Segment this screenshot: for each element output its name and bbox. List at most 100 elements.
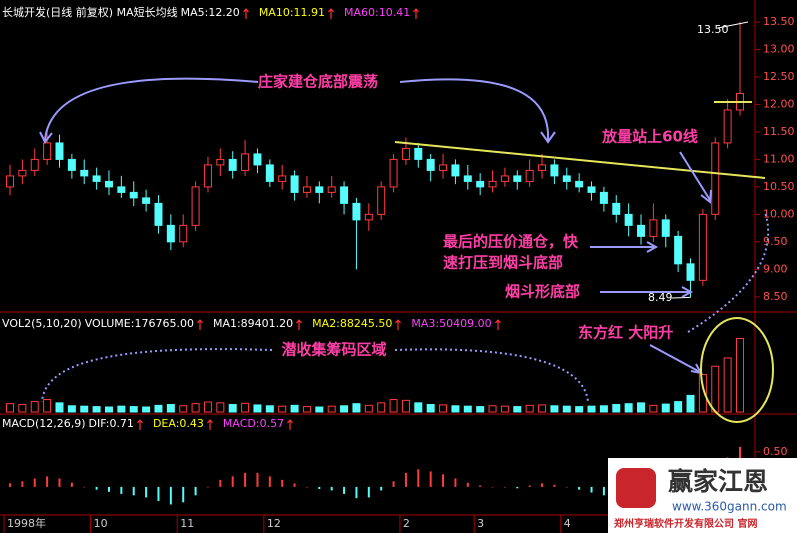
price-header: 长城开发(日线 前复权) MA短长均线 MA5:12.20 MA10:11.91 MA… [2,4,429,20]
bar [241,402,250,413]
up-arrow [136,418,143,430]
bar [476,406,485,413]
indicator: MA60:10.41 [344,6,411,19]
pointer [717,21,749,29]
candle-body [637,224,646,237]
bar [578,486,581,490]
up-arrow [196,318,203,330]
bar [157,486,160,501]
annotation-arrow [649,344,701,373]
x-tick-label: 3 [477,517,484,530]
annotation-arrow [394,348,589,403]
candle-body [179,224,188,243]
indicator: MA3:50409.00 [411,317,492,330]
up-arrow [287,418,294,430]
candle-body [364,213,373,221]
candle-body [55,142,64,160]
bar [553,484,556,487]
bar [95,486,98,490]
bar [318,486,321,490]
bar [550,405,559,413]
up-arrow [328,7,334,19]
annotation-arrow [39,131,53,144]
bar [377,402,386,413]
x-tick-label: 12 [267,517,281,530]
bar [330,486,333,491]
bar [290,404,299,413]
bar [401,399,410,413]
bar [46,476,49,487]
bar [142,406,151,413]
bar [244,472,247,487]
candle-body [711,142,720,215]
candle-body [612,202,621,215]
candle-body [203,164,212,188]
bar [228,404,237,413]
pointer [671,296,691,299]
candle-body [562,175,571,182]
bar [117,405,126,413]
bar [380,486,383,491]
bar [203,401,212,413]
bar [70,482,73,487]
y-tick-label: 12.50 [763,70,795,83]
candle-body [352,202,361,221]
annotation: 放量站上60线 [601,128,698,146]
candle-body [649,219,658,237]
annotation: 庄家建仓底部震荡 [258,73,378,91]
price-label: 8.49 [648,291,673,304]
bar [206,486,209,488]
candle-body [661,219,670,237]
indicator: MA10:11.91 [258,6,326,19]
bar [414,402,423,413]
bar [392,481,395,487]
bar [602,486,605,496]
bar [154,404,163,413]
indicator: MA5:12.20 [180,6,240,19]
candle-body [290,175,299,193]
bar [513,406,522,413]
candle-body [451,164,460,177]
bar [389,399,398,413]
bar [723,357,732,413]
bar [43,399,52,413]
bar [104,406,113,413]
candle-body [488,180,497,188]
bar [503,486,506,488]
annotation-arrow [399,78,550,141]
bar [404,472,407,487]
candle-body [228,158,237,171]
candle-body [587,186,596,193]
logo-url: www.360gann.com [672,500,787,514]
y-tick-label: 13.50 [763,15,795,28]
panel-title: MACD(12,26,9) [2,417,86,430]
bar [439,404,448,413]
bar [442,474,445,487]
bar [711,365,720,413]
bar [9,483,11,487]
bar [674,401,683,413]
indicator: DEA:0.43 [152,417,204,430]
bar [500,405,509,413]
annotation-arrow [681,286,694,298]
bar [649,404,658,413]
candle-body [401,147,410,160]
annotation-arrow [44,77,259,141]
candle-body [500,175,509,182]
bar [587,405,596,413]
highlight-ellipse [700,317,774,423]
bar [80,405,89,413]
bar [525,404,534,413]
annotation: 潜收集筹码区域 [281,341,386,359]
y-tick-label: 11.50 [763,125,795,138]
candle-body [92,175,101,182]
candle-body [698,213,707,281]
bar [466,482,469,487]
y-tick-label: 8.50 [763,290,788,303]
y-tick-label: 10.00 [763,207,795,220]
bar [565,486,568,488]
up-arrow [494,318,501,330]
bar [491,486,494,488]
candle-body [674,235,683,265]
